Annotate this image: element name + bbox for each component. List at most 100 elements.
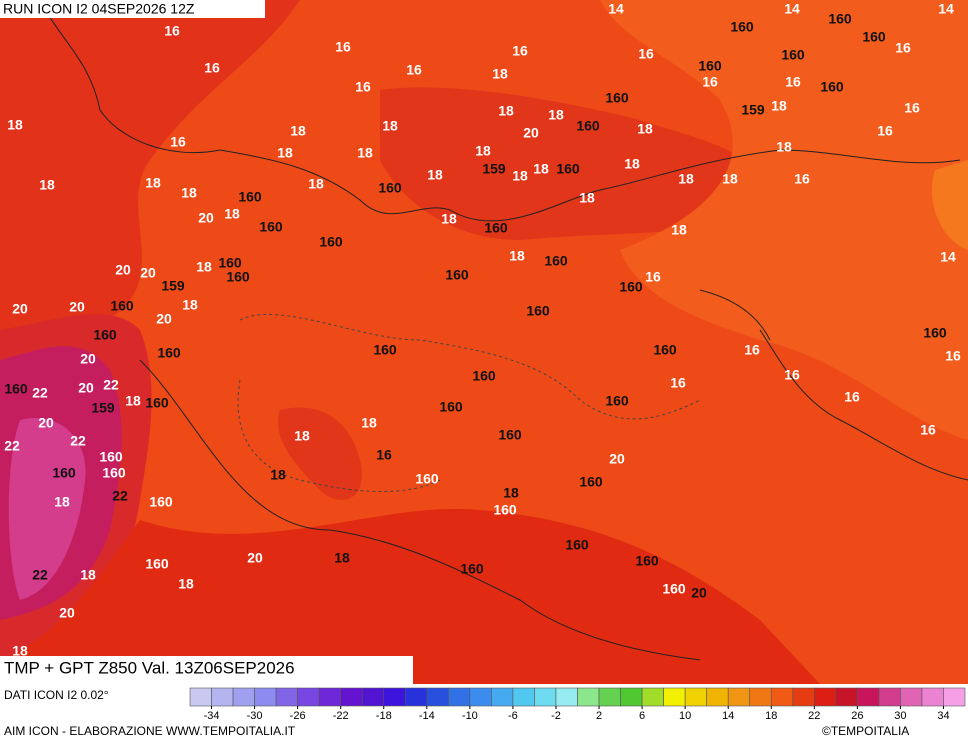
- map-label: 18: [579, 190, 595, 206]
- colorbar-tick-label: -14: [419, 710, 435, 722]
- colorbar-tick-label: 34: [937, 710, 949, 722]
- colorbar-tick-label: -34: [204, 710, 220, 722]
- map-label: 20: [115, 262, 131, 278]
- colorbar-tick-label: -18: [376, 710, 392, 722]
- map-label: 18: [178, 576, 194, 592]
- warm-area: [278, 407, 362, 500]
- credit-text: AIM ICON - ELABORAZIONE WWW.TEMPOITALIA.…: [4, 724, 296, 738]
- map-label: 16: [406, 62, 422, 78]
- colorbar-tick-label: -22: [333, 710, 349, 722]
- colorbar-swatch: [491, 687, 514, 707]
- coastline: [139, 359, 701, 661]
- map-label: 160: [439, 399, 463, 415]
- map-label: 160: [145, 395, 169, 411]
- mild-area: [931, 160, 968, 250]
- colorbar-tick-label: -10: [462, 710, 478, 722]
- colorbar-swatch: [792, 687, 815, 707]
- colorbar-swatch: [254, 687, 277, 707]
- colorbar-swatch: [598, 687, 621, 707]
- colorbar-swatch: [297, 687, 320, 707]
- colorbar-swatch: [577, 687, 600, 707]
- warm-area: [0, 0, 300, 330]
- map-label: 20: [69, 299, 85, 315]
- map-label: 160: [662, 581, 686, 597]
- map-label: 18: [54, 494, 70, 510]
- map-label: 160: [319, 234, 343, 250]
- map-label: 18: [427, 167, 443, 183]
- colorbar-swatch: [663, 687, 686, 707]
- coastline: [699, 289, 771, 341]
- map-label: 20: [59, 605, 75, 621]
- colorbar-swatch: [555, 687, 578, 707]
- map-label: 160: [472, 368, 496, 384]
- map-label: 20: [609, 451, 625, 467]
- map-label: 18: [722, 171, 738, 187]
- map-label: 20: [691, 585, 707, 601]
- map-label: 159: [482, 161, 506, 177]
- map-label: 18: [776, 139, 792, 155]
- map-label: 22: [70, 433, 86, 449]
- map-label: 20: [12, 301, 28, 317]
- map-label: 159: [91, 400, 115, 416]
- contours: [237, 313, 701, 492]
- map-label: 160: [460, 561, 484, 577]
- warm-area: [0, 508, 820, 684]
- map-label: 18: [503, 485, 519, 501]
- map-label: 160: [862, 29, 886, 45]
- map-label: 18: [308, 176, 324, 192]
- map-label: 16: [164, 23, 180, 39]
- map-label: 20: [80, 351, 96, 367]
- map-label: 14: [938, 1, 954, 17]
- map-label: 18: [7, 117, 23, 133]
- colorbar-swatch: [921, 687, 944, 707]
- colorbar-swatch: [534, 687, 557, 707]
- colorbar-swatch: [620, 687, 643, 707]
- map-label: 160: [4, 381, 28, 397]
- coastline: [759, 329, 968, 481]
- map-label: 18: [294, 428, 310, 444]
- map-label: 16: [904, 100, 920, 116]
- map-label: 160: [619, 279, 643, 295]
- map-label: 18: [125, 393, 141, 409]
- contour-line: [237, 379, 441, 492]
- map-label: 18: [475, 143, 491, 159]
- map-label: 16: [877, 123, 893, 139]
- map-label: 160: [259, 219, 283, 235]
- map-label: 160: [498, 427, 522, 443]
- map-label: 160: [576, 118, 600, 134]
- map-label: 160: [605, 393, 629, 409]
- colorbar-swatch: [211, 687, 234, 707]
- map-label: 160: [93, 327, 117, 343]
- map-label: 18: [224, 206, 240, 222]
- map-label: 22: [112, 488, 128, 504]
- map-label: 20: [38, 415, 54, 431]
- map-label: 20: [198, 210, 214, 226]
- map-label: 22: [4, 438, 20, 454]
- map-label: 18: [637, 121, 653, 137]
- map-label: 18: [548, 107, 564, 123]
- colorbar-tick-label: 6: [639, 710, 645, 722]
- map-label: 160: [99, 449, 123, 465]
- map-label: 18: [357, 145, 373, 161]
- map-label: 16: [376, 447, 392, 463]
- map-label: 160: [157, 345, 181, 361]
- map-label: 20: [140, 265, 156, 281]
- colorbar-swatch: [383, 687, 406, 707]
- map-label: 160: [828, 11, 852, 27]
- colorbar-tick-label: -6: [508, 710, 518, 722]
- colorbar-swatch: [835, 687, 858, 707]
- colorbar-swatch: [706, 687, 729, 707]
- map-label: 160: [635, 553, 659, 569]
- colorbar-swatch: [426, 687, 449, 707]
- map-label: 18: [498, 103, 514, 119]
- colorbar-swatch: [340, 687, 363, 707]
- colorbar-tick-label: 26: [851, 710, 863, 722]
- map-label: 18: [382, 118, 398, 134]
- map-label: 18: [512, 168, 528, 184]
- map-label: 18: [671, 222, 687, 238]
- colorbar-tick-label: 14: [722, 710, 734, 722]
- colorbar-swatch: [189, 687, 212, 707]
- map-label: 160: [145, 556, 169, 572]
- map-label: 18: [145, 175, 161, 191]
- map-label: 16: [638, 46, 654, 62]
